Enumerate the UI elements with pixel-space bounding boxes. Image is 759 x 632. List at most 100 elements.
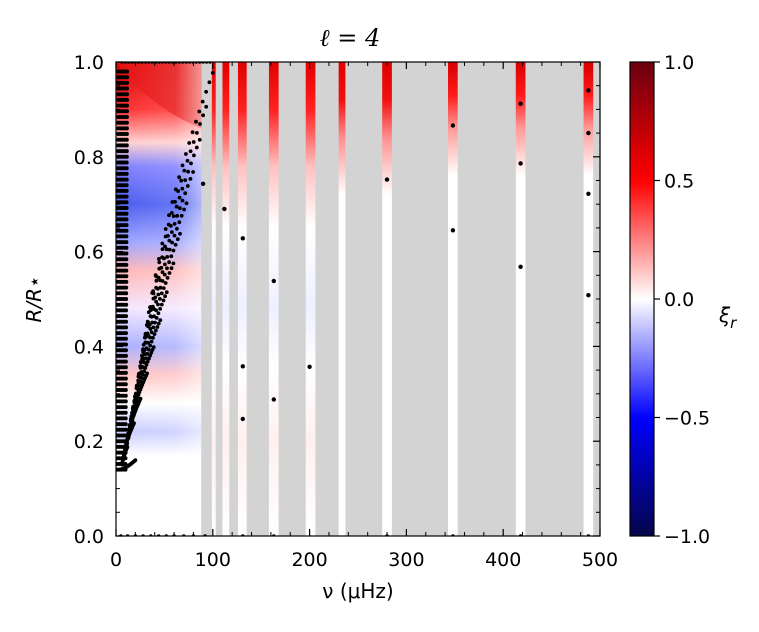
mode-dot xyxy=(188,149,193,154)
mode-dot xyxy=(240,236,245,241)
mode-band xyxy=(305,62,316,536)
mode-dot xyxy=(123,416,128,421)
mode-dot xyxy=(124,251,129,256)
mode-dot xyxy=(154,299,159,304)
mode-dot xyxy=(155,325,160,329)
mode-dot xyxy=(162,256,166,261)
mode-dot xyxy=(197,109,202,114)
mode-dot xyxy=(123,382,128,387)
mode-dot xyxy=(153,295,158,300)
mode-dot xyxy=(167,247,172,252)
x-tick-label: 300 xyxy=(388,549,424,571)
mode-dot xyxy=(175,214,180,218)
mode-dot xyxy=(167,238,172,243)
mode-dot xyxy=(170,240,175,245)
mode-dot xyxy=(178,231,182,236)
mode-dot xyxy=(179,213,184,218)
mode-dot xyxy=(182,168,187,173)
mode-dot xyxy=(124,314,129,319)
mode-dot xyxy=(149,330,154,335)
chart-title: ℓ = 4 xyxy=(320,24,381,52)
mode-dot xyxy=(154,278,159,283)
mode-dot xyxy=(518,101,523,106)
colorbar-tick-label: −1.0 xyxy=(664,526,710,548)
mode-dot xyxy=(138,396,143,401)
mode-dot xyxy=(124,331,128,336)
mode-dot xyxy=(125,69,130,74)
mode-dot xyxy=(145,351,150,356)
mode-dot xyxy=(124,149,129,154)
mode-dot xyxy=(152,332,157,336)
mode-dot xyxy=(156,292,161,297)
mode-dot xyxy=(169,266,174,271)
mode-dot xyxy=(123,467,128,472)
mode-dot xyxy=(171,248,176,253)
mode-dot xyxy=(143,356,148,360)
mode-dot xyxy=(160,247,165,252)
mode-dot xyxy=(144,362,149,367)
mode-dot xyxy=(151,335,155,340)
mode-dot xyxy=(124,120,129,125)
mode-dot xyxy=(148,343,153,348)
mode-band xyxy=(222,62,230,536)
mode-dot xyxy=(163,244,167,249)
mode-dot xyxy=(172,233,177,238)
mode-dot xyxy=(180,163,185,168)
mode-dot xyxy=(384,177,390,182)
colorbar-label-symbol: ξ xyxy=(718,303,731,327)
mode-dot xyxy=(124,228,129,233)
colorbar-label-subscript: r xyxy=(730,314,737,332)
mode-dot xyxy=(185,184,190,188)
mode-dot xyxy=(147,356,151,361)
y-tick-label: 1.0 xyxy=(74,52,104,74)
mode-dot xyxy=(173,199,177,204)
mode-dot xyxy=(586,191,591,196)
mode-dot xyxy=(158,318,163,322)
x-axis: 0 100 200 300 400 500 xyxy=(110,62,618,571)
mode-dot xyxy=(124,268,129,273)
mode-dot xyxy=(163,227,168,231)
mode-dot xyxy=(159,302,164,307)
mode-dot xyxy=(191,140,196,144)
mode-dot xyxy=(143,335,148,340)
mode-dot xyxy=(125,75,130,80)
mode-dot xyxy=(123,422,128,427)
mode-dot xyxy=(165,255,170,259)
mode-dot xyxy=(145,359,150,364)
mode-dot xyxy=(160,270,165,275)
mode-dot xyxy=(161,286,166,290)
mode-dot xyxy=(185,158,190,163)
mode-band xyxy=(448,62,458,536)
mode-dot xyxy=(167,213,171,218)
mode-dot xyxy=(178,206,182,211)
mode-dot xyxy=(586,293,591,298)
mode-dot xyxy=(183,178,188,183)
mode-dot xyxy=(194,119,198,124)
mode-dot xyxy=(124,348,128,353)
mode-dot xyxy=(164,247,169,252)
mode-dot xyxy=(124,188,129,193)
mode-dot xyxy=(159,291,164,296)
mode-dot xyxy=(148,308,153,312)
mode-dot xyxy=(124,194,129,199)
mode-dot xyxy=(124,279,129,284)
y-tick-label: 0.6 xyxy=(74,242,104,264)
mode-band xyxy=(382,62,392,536)
mode-dot xyxy=(271,397,276,402)
mode-dot xyxy=(165,266,169,271)
mode-band xyxy=(211,62,216,536)
mode-dot xyxy=(210,71,215,75)
mode-dot xyxy=(124,308,129,313)
mode-dot xyxy=(207,80,212,85)
mode-dot xyxy=(154,308,159,313)
mode-dot xyxy=(153,320,157,325)
mode-dot xyxy=(124,336,128,341)
mode-dot xyxy=(123,444,128,449)
mode-dot xyxy=(124,234,129,239)
mode-dot xyxy=(124,240,129,245)
mode-band xyxy=(237,62,247,536)
mode-band xyxy=(268,62,279,536)
mode-dot xyxy=(167,271,172,275)
y-tick-label: 0.2 xyxy=(74,431,104,453)
mode-dot xyxy=(177,220,182,225)
